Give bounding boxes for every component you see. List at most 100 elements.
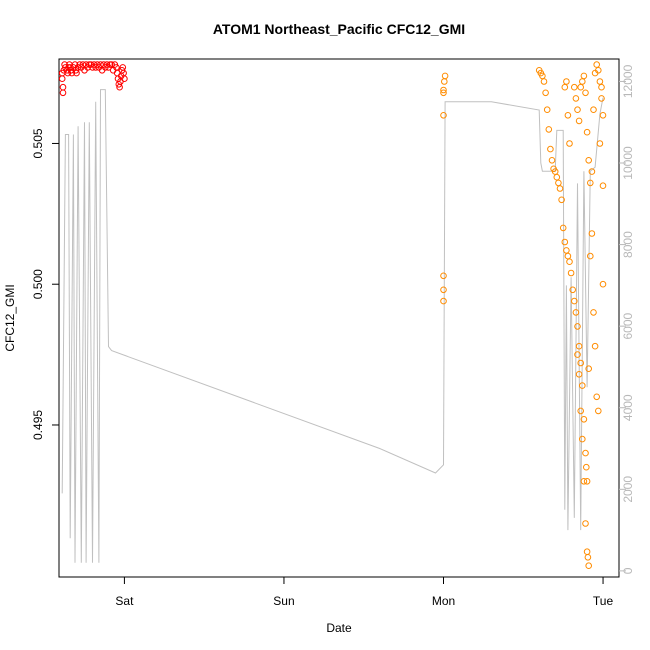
data-point [561, 83, 569, 91]
data-point [574, 351, 581, 358]
data-point [598, 95, 605, 102]
y2-tick-label: 4000 [621, 394, 635, 421]
y-tick-label: 0.500 [31, 269, 45, 299]
data-point [582, 449, 589, 457]
y2-tick-label: 10000 [621, 146, 635, 180]
data-point [59, 83, 67, 91]
data-point [587, 252, 594, 260]
x-tick-label: Mon [432, 594, 455, 608]
data-point [441, 72, 449, 80]
data-point [440, 297, 447, 305]
x-tick-label: Sun [273, 594, 294, 608]
data-point [579, 78, 586, 85]
data-point [440, 272, 447, 280]
data-point [571, 297, 578, 305]
data-point [577, 407, 585, 415]
data-point [108, 61, 115, 68]
data-point [558, 196, 565, 204]
data-point [563, 78, 570, 85]
data-point [599, 280, 607, 288]
data-point [579, 435, 586, 443]
data-point [566, 140, 573, 147]
data-point [595, 407, 602, 415]
data-point [97, 61, 104, 68]
x-tick-label: Sat [115, 594, 134, 608]
data-point [563, 247, 570, 254]
data-point [567, 269, 575, 277]
data-point [572, 309, 580, 316]
data-point [440, 89, 447, 97]
y-tick-label: 0.505 [31, 128, 45, 158]
data-point [553, 173, 561, 181]
data-point [575, 117, 583, 125]
data-point [440, 286, 447, 294]
data-point [569, 286, 577, 294]
data-point [574, 106, 581, 113]
data-point [564, 112, 572, 119]
y2-tick-label: 8000 [621, 231, 635, 258]
data-point [580, 478, 588, 485]
x-axis: Sat Sun Mon Tue [115, 577, 613, 608]
data-point [596, 78, 604, 85]
data-point [595, 67, 602, 74]
data-point [121, 75, 128, 82]
data-point [582, 520, 589, 527]
data-point [73, 69, 80, 77]
chart-title: ATOM1 Northeast_Pacific CFC12_GMI [213, 21, 465, 37]
data-point [577, 83, 585, 91]
y-axis-label: CFC12_GMI [3, 284, 17, 351]
y-axis: 0.495 0.500 0.505 [31, 128, 59, 440]
data-point [590, 309, 597, 316]
altitude-line [61, 89, 604, 563]
data-point [575, 371, 583, 378]
data-point [593, 61, 601, 68]
data-point [580, 416, 588, 423]
data-point [585, 562, 593, 570]
data-point [66, 64, 74, 71]
data-point [599, 112, 607, 119]
data-point [583, 463, 590, 471]
data-point [596, 140, 604, 147]
data-point [588, 230, 596, 237]
altitude-series-line [61, 89, 604, 563]
data-point [545, 126, 553, 133]
data-point [441, 78, 448, 85]
data-point [548, 157, 556, 164]
data-point [564, 252, 572, 260]
data-point [559, 224, 567, 232]
data-point [579, 382, 586, 389]
data-point [591, 342, 599, 350]
data-point [580, 72, 588, 80]
data-point [543, 106, 551, 113]
data-point [58, 75, 66, 82]
data-point [540, 78, 548, 85]
data-point [598, 83, 605, 91]
y2-tick-label: 0 [621, 567, 635, 574]
data-point [583, 478, 591, 485]
data-point [79, 61, 87, 68]
data-point [555, 179, 562, 187]
data-point [588, 168, 596, 175]
x-axis-label: Date [326, 621, 352, 635]
data-point [556, 185, 564, 192]
data-point [583, 128, 591, 136]
data-point [599, 182, 607, 189]
data-point [561, 238, 569, 246]
y2-tick-label: 12000 [621, 64, 635, 98]
data-point [584, 554, 592, 561]
data-point [59, 89, 67, 97]
y2-tick-label: 2000 [621, 476, 635, 503]
data-point [593, 393, 601, 401]
data-point [574, 323, 581, 330]
x-tick-label: Tue [593, 594, 614, 608]
data-point [582, 89, 589, 97]
data-point [542, 89, 549, 97]
data-point [572, 95, 580, 102]
data-point [566, 258, 573, 266]
data-point [571, 83, 578, 91]
data-point [585, 157, 593, 164]
data-point [547, 145, 554, 153]
data-point [577, 359, 585, 367]
y2-tick-label: 6000 [621, 312, 635, 339]
